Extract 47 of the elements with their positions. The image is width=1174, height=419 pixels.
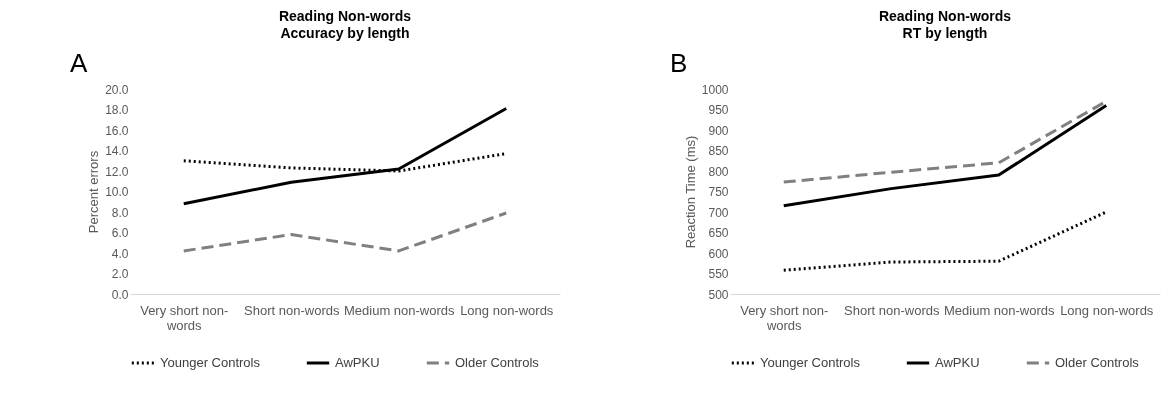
legend-label: Older Controls [455,355,540,370]
y-tick-label: 600 [708,246,729,261]
y-tick-label: 550 [708,267,729,281]
x-tick-label: Very short non-words [140,302,229,333]
chart-subtitle: RT by length [902,25,988,41]
y-tick-label: 0.0 [111,287,129,302]
legend-label: Younger Controls [160,355,261,370]
y-tick-label: 2.0 [111,267,129,281]
y-tick-label: 750 [708,185,729,199]
line-series [782,103,1108,208]
y-tick-label: 6.0 [111,226,129,240]
chart-title: Reading Non-words [878,8,1012,24]
x-tick-label: Long non-words [1060,302,1154,318]
legend-label: AwPKU [335,355,380,370]
y-tick-label: 14.0 [105,144,129,158]
y-tick-label: 950 [708,103,729,117]
y-tick-label: 1000 [701,82,729,97]
x-tick-label: Short non-words [244,302,340,318]
y-tick-label: 4.0 [111,246,129,261]
y-tick-label: 20.0 [105,82,129,97]
legend-label: AwPKU [935,355,980,370]
y-tick-label: 16.0 [105,123,129,138]
text: A [70,48,88,78]
line-series [182,106,508,206]
legend-label: Older Controls [1055,355,1140,370]
x-tick-label: Medium non-words [943,302,1056,318]
text: B [670,48,688,78]
y-axis-title: Reaction Time (ms) [682,135,698,249]
y-tick-label: 800 [708,164,729,179]
y-axis-title: Percent errors [86,150,102,234]
y-tick-label: 650 [708,226,729,240]
x-tick-label: Short non-words [844,302,940,318]
y-tick-label: 700 [708,205,729,220]
legend-label: Younger Controls [760,355,861,370]
y-tick-label: 8.0 [111,205,129,220]
x-tick-label: Very short non-words [740,302,829,333]
chart-title: Reading Non-words [278,8,412,24]
chart-subtitle: Accuracy by length [280,25,410,41]
line-series [782,210,1108,272]
x-tick-label: Medium non-words [343,302,456,318]
x-tick-label: Long non-words [460,302,554,318]
y-tick-label: 900 [708,123,729,138]
y-tick-label: 500 [708,287,729,302]
y-tick-label: 850 [708,144,729,158]
y-tick-label: 12.0 [105,164,129,179]
y-tick-label: 10.0 [105,185,129,199]
y-tick-label: 18.0 [105,103,129,117]
